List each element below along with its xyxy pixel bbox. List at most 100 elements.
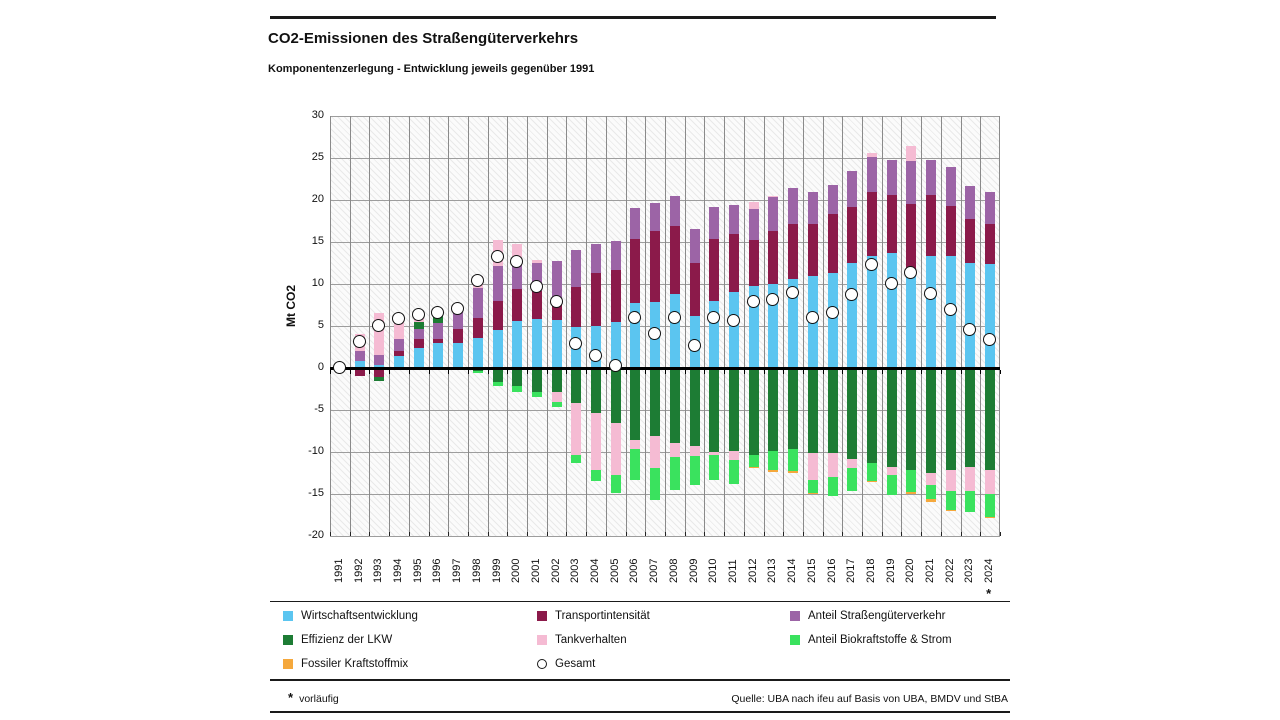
gesamt-marker [490, 250, 504, 264]
gesamt-marker [864, 257, 878, 271]
x-axis-tick [468, 532, 469, 536]
gridline-v [645, 116, 646, 536]
bar-segment [945, 490, 956, 510]
x-axis-tick [823, 532, 824, 536]
x-axis-tick [547, 532, 548, 536]
bar-segment [591, 326, 602, 368]
bar-segment [433, 339, 444, 343]
bar-segment [472, 288, 483, 319]
bar-segment [965, 467, 976, 492]
x-tick-label: 2023 [963, 558, 976, 583]
legend-swatch [283, 635, 293, 645]
zero-axis-tick [369, 369, 370, 374]
bottom-rule [270, 711, 1010, 713]
bar-segment [788, 224, 799, 279]
bar-segment [807, 224, 818, 276]
bar-segment [571, 454, 582, 463]
bar-segment [827, 273, 838, 368]
x-axis-tick [606, 532, 607, 536]
legend-swatch [283, 659, 293, 669]
bar-segment [669, 226, 680, 295]
x-tick-label: 2021 [924, 558, 937, 583]
bar-segment [669, 294, 680, 368]
bar-segment [807, 479, 818, 494]
bar-segment [591, 243, 602, 274]
legend-label: Anteil Straßengüterverkehr [808, 610, 946, 622]
bar-segment [512, 259, 523, 290]
footnote-asterisk: * [288, 690, 294, 705]
bar-segment [571, 250, 582, 287]
bar-segment [728, 205, 739, 235]
bar-segment [472, 337, 483, 368]
gesamt-marker [648, 326, 662, 340]
zero-axis-tick [527, 369, 528, 374]
x-tick-label: 1995 [411, 558, 424, 583]
bar-segment [945, 509, 956, 511]
bar-segment [531, 391, 542, 398]
bar-segment [906, 269, 917, 368]
zero-axis-tick [724, 369, 725, 374]
x-axis-tick [626, 532, 627, 536]
bar-segment [669, 195, 680, 227]
bar-segment [945, 205, 956, 257]
bar-segment [650, 467, 661, 500]
footnote-text: vorläufig [299, 693, 339, 705]
bar-segment [906, 368, 917, 470]
bar-segment [788, 449, 799, 472]
x-tick-label: 1991 [332, 558, 345, 583]
gesamt-marker [510, 255, 524, 269]
x-tick-label: 2012 [746, 558, 759, 583]
gridline-v [488, 116, 489, 536]
gridline-v [547, 116, 548, 536]
zero-axis-tick [507, 369, 508, 374]
bar-segment [512, 320, 523, 368]
bar-segment [847, 263, 858, 368]
bar-segment [531, 368, 542, 392]
x-axis-tick [507, 532, 508, 536]
x-axis-tick [980, 532, 981, 536]
bar-segment [847, 368, 858, 459]
y-tick-label: 20 [311, 193, 324, 205]
bar-segment [630, 239, 641, 304]
zero-axis-tick [941, 369, 942, 374]
legend-item: Gesamt [537, 658, 595, 670]
legend-item: Wirtschaftsentwicklung [283, 610, 418, 622]
bar-segment [453, 342, 464, 368]
x-axis-tick [941, 532, 942, 536]
bar-segment [886, 159, 897, 195]
zero-axis-tick [823, 369, 824, 374]
bar-segment [551, 392, 562, 402]
gridline-v [961, 116, 962, 536]
top-rule [270, 16, 996, 19]
bar-segment [886, 368, 897, 468]
legend-label: Effizienz der LKW [301, 634, 393, 646]
bar-segment [610, 474, 621, 494]
y-tick-label: 25 [311, 151, 324, 163]
bar-segment [866, 480, 877, 482]
bar-segment [571, 368, 582, 404]
bar-segment [788, 188, 799, 225]
x-axis-tick [921, 532, 922, 536]
legend-label: Tankverhalten [555, 634, 627, 646]
bar-segment [768, 470, 779, 473]
x-axis-tick [350, 532, 351, 536]
bar-segment [709, 206, 720, 239]
gridline-v [527, 116, 528, 536]
bar-segment [728, 234, 739, 292]
bar-segment [610, 269, 621, 322]
gridline-v [901, 116, 902, 536]
x-tick-label: 1993 [372, 558, 385, 583]
bar-segment [650, 231, 661, 302]
chart-subtitle: Komponentenzerlegung - Entwicklung jewei… [268, 63, 595, 75]
x-axis-tick [764, 532, 765, 536]
gesamt-marker [431, 305, 445, 319]
zero-axis-tick [606, 369, 607, 374]
x-axis-labels: 1991 1992 1993 1994 1995 1996 1997 1998 1999 2000… [330, 541, 1000, 601]
bar-segment [985, 224, 996, 264]
zero-axis-tick [645, 369, 646, 374]
bar-segment [433, 315, 444, 323]
bar-segment [472, 371, 483, 374]
bar-segment [768, 195, 779, 198]
bar-segment [886, 474, 897, 495]
gridline-v [744, 116, 745, 536]
